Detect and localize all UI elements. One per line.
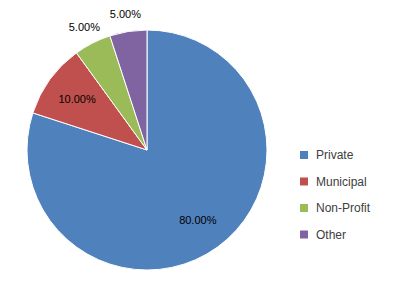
data-label: 80.00%: [179, 214, 217, 226]
legend-label: Municipal: [316, 175, 367, 189]
chart: 80.00% 10.00% 5.00% 5.00% Private Municipal No…: [0, 0, 397, 303]
data-label: 10.00%: [58, 93, 96, 105]
pie: [27, 30, 267, 270]
legend-label: Non-Profit: [316, 201, 371, 215]
data-label: 5.00%: [110, 8, 141, 20]
legend-item: Non-Profit: [300, 201, 371, 215]
pie-slice: [110, 30, 147, 150]
legend-label: Private: [316, 148, 354, 162]
legend-swatch: [300, 231, 308, 239]
legend-item: Municipal: [300, 175, 367, 189]
legend-swatch: [300, 204, 308, 212]
legend: Private Municipal Non-Profit Other: [300, 148, 371, 242]
data-label: 5.00%: [69, 21, 100, 33]
legend-swatch: [300, 178, 308, 186]
legend-swatch: [300, 151, 308, 159]
data-labels: 80.00% 10.00% 5.00% 5.00%: [58, 8, 216, 226]
legend-item: Other: [300, 228, 346, 242]
pie-slice: [27, 30, 267, 270]
legend-label: Other: [316, 228, 346, 242]
legend-item: Private: [300, 148, 354, 162]
